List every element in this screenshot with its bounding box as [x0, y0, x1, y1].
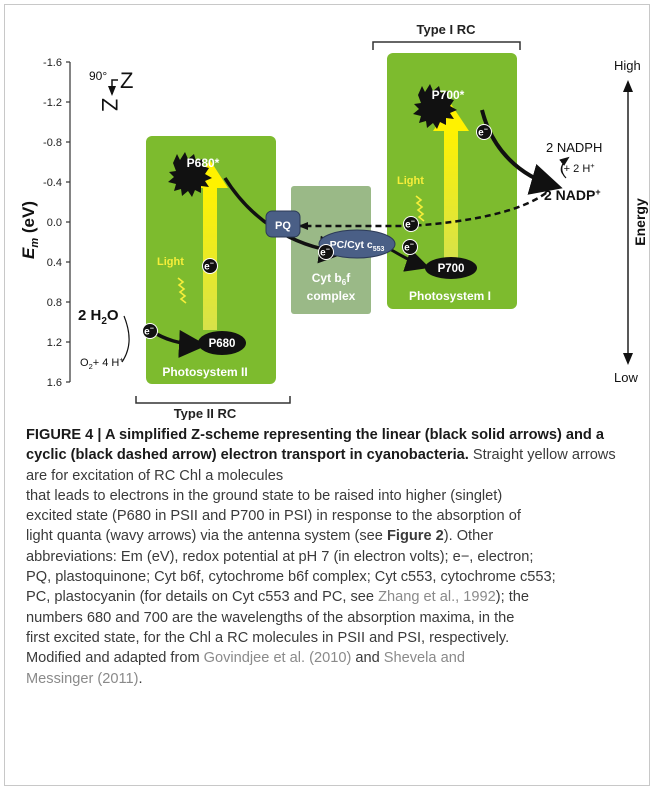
electron-markers: e− e− e− e− e− e−	[142, 124, 492, 339]
electron-marker: e−	[202, 258, 218, 274]
nadph-curve-arrow	[559, 156, 570, 179]
caption-line-11: Messinger (2011).	[26, 670, 143, 687]
svg-text:P700*: P700*	[432, 88, 465, 102]
electron-marker: e−	[402, 239, 418, 255]
em-axis-ticks: -1.6 -1.2 -0.8 -0.4 0.0 0.4 0.8 1.2 1.6	[43, 57, 70, 389]
nadph-label: 2 NADPH	[546, 140, 602, 155]
em-axis-tick-label: 1.6	[47, 377, 62, 389]
em-axis: -1.6 -1.2 -0.8 -0.4 0.0 0.4 0.8 1.2 1.6 Em (eV)	[19, 57, 71, 389]
photosystem-i-label: Photosystem I	[409, 289, 491, 303]
caption-line-10: Modified and adapted from Govindjee et a…	[26, 650, 465, 667]
svg-text:P680*: P680*	[187, 156, 220, 170]
caption-line-5: abbreviations: Em (eV), redox potential …	[26, 548, 534, 565]
em-axis-tick-label: 1.2	[47, 337, 62, 349]
p700-star-node: P700*	[413, 84, 465, 129]
figure-2-ref[interactable]: Figure 2	[386, 528, 444, 545]
shevela-2011-link-part1[interactable]: Shevela and	[383, 650, 465, 667]
p680-star-node: P680*	[168, 152, 220, 197]
svg-text:e−: e−	[404, 242, 414, 254]
svg-text:PC/Cyt c553: PC/Cyt c553	[330, 239, 385, 253]
svg-text:e−: e−	[478, 127, 488, 139]
energy-high-label: High	[614, 58, 641, 73]
svg-text:Z: Z	[120, 68, 133, 93]
caption-line-2: that leads to electrons in the ground st…	[26, 487, 503, 504]
svg-text:P700: P700	[438, 263, 465, 275]
em-axis-tick-label: -1.6	[43, 57, 62, 69]
svg-text:P680: P680	[209, 338, 236, 350]
electron-marker: e−	[403, 216, 419, 232]
shevela-2011-link-part2[interactable]: Messinger (2011)	[26, 670, 139, 687]
svg-text:Z: Z	[97, 98, 122, 111]
svg-text:e−: e−	[320, 247, 330, 259]
psi-light-label: Light	[397, 175, 424, 187]
electron-marker: e−	[142, 323, 158, 339]
svg-text:e−: e−	[405, 219, 415, 231]
em-axis-label: Em (eV)	[19, 201, 41, 259]
water-splitting-arrow	[121, 315, 130, 363]
caption-line-9: first excited state, for the Chl a RC mo…	[26, 629, 510, 646]
caption-lead: FIGURE 4 | A simplified Z-scheme represe…	[26, 427, 604, 464]
nadp-label: 2 NADP+	[544, 187, 601, 203]
electron-marker: e−	[476, 124, 492, 140]
oxygen-label: O2+ 4 H+	[80, 355, 124, 371]
type-ii-rc-bracket: Type II RC	[135, 396, 291, 420]
p680-node: P680	[198, 331, 246, 355]
energy-low-label: Low	[614, 370, 638, 385]
pq-node: PQ	[265, 210, 301, 238]
caption-line-7: PC, plastocyanin (for details on Cyt c55…	[26, 589, 529, 606]
energy-axis-label: Energy	[632, 198, 648, 246]
cyt-b6f-label: Cyt b6f	[312, 271, 351, 287]
psii-light-label: Light	[157, 256, 184, 268]
z-rotation-symbol: 90° Z Z	[89, 68, 133, 111]
psii-wavy-arrow	[177, 277, 187, 304]
caption-line-3: excited state (P680 in PSII and P700 in …	[26, 508, 521, 525]
psi-wavy-arrow	[415, 195, 425, 222]
em-axis-tick-label: 0.8	[47, 297, 62, 309]
govindjee-2010-link[interactable]: Govindjee et al. (2010)	[203, 650, 352, 667]
em-axis-tick-label: 0.4	[47, 257, 62, 269]
caption-line-1: Straight yellow arrows are for excitatio…	[26, 447, 616, 484]
em-axis-tick-label: -0.4	[43, 177, 62, 189]
cyt-b6f-complex-word: complex	[307, 289, 356, 303]
type-i-rc-bracket: Type I RC	[372, 22, 521, 50]
energy-axis: High Energy Low	[614, 58, 648, 385]
caption-line-6: PQ, plastoquinone; Cyt b6f, cytochrome b…	[26, 569, 556, 586]
zhang-1992-link[interactable]: Zhang et al., 1992	[378, 589, 496, 606]
p700-node: P700	[425, 257, 477, 279]
z-scheme-diagram: Type I RC Type II RC -1.6 -1.2 -0.8 -0.4 0.0…	[19, 22, 648, 420]
pc-cyt-c553-node: PC/Cyt c553	[318, 229, 396, 259]
svg-text:PQ: PQ	[275, 220, 291, 232]
em-axis-tick-label: 0.0	[47, 217, 62, 229]
plus-2h-label: (+ 2 H+	[560, 161, 595, 175]
em-axis-tick-label: -1.2	[43, 97, 62, 109]
type-ii-rc-label: Type II RC	[174, 406, 237, 420]
type-i-rc-label: Type I RC	[417, 22, 477, 37]
caption-line-8: numbers 680 and 700 are the wavelengths …	[26, 609, 515, 626]
caption-line-4: light quanta (wavy arrows) via the anten…	[26, 528, 494, 545]
water-label: 2 H2O	[78, 307, 119, 327]
em-axis-tick-label: -0.8	[43, 137, 62, 149]
svg-text:90°: 90°	[89, 69, 107, 83]
svg-text:e−: e−	[204, 261, 214, 273]
figure-caption: FIGURE 4 | A simplified Z-scheme represe…	[26, 425, 638, 689]
svg-text:e−: e−	[144, 326, 154, 338]
photosystem-ii-label: Photosystem II	[162, 365, 247, 379]
p700-to-nadp-electron-path	[480, 109, 563, 195]
figure-frame	[4, 4, 650, 786]
electron-marker: e−	[318, 244, 334, 260]
